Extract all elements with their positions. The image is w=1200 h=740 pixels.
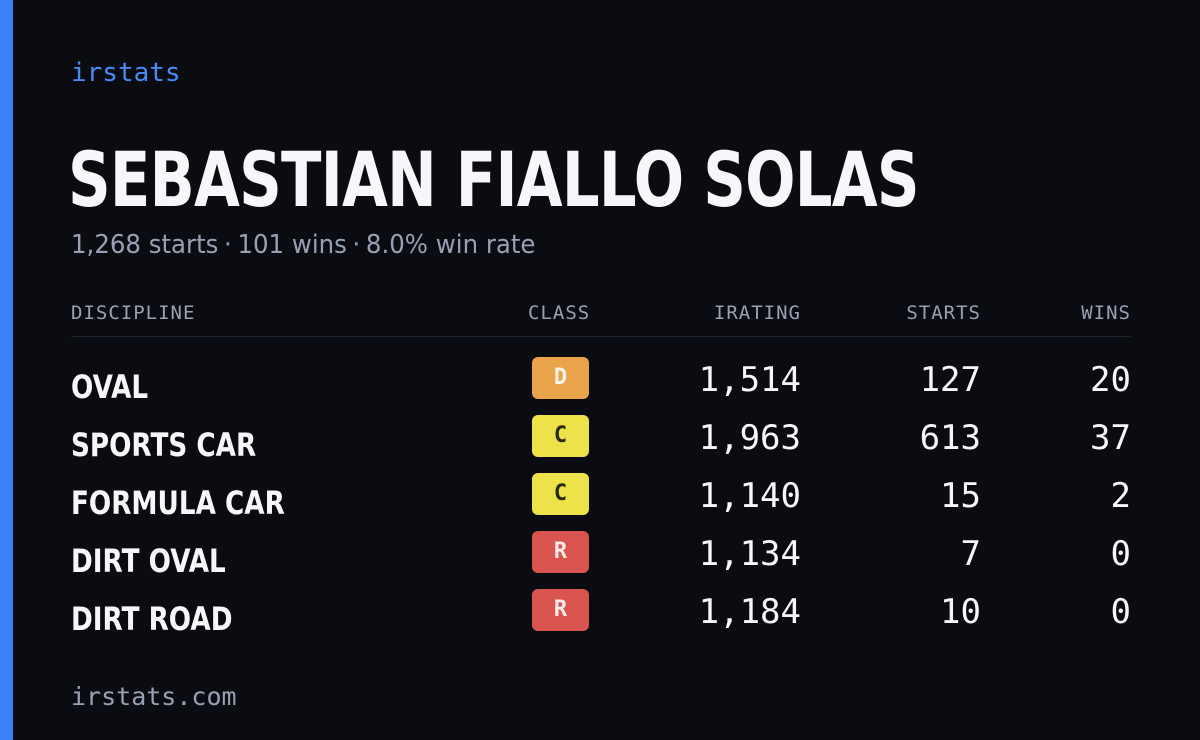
table-row: DIRT ROAD R 1,184 10 0 xyxy=(71,589,1131,647)
discipline-name: OVAL xyxy=(71,368,149,406)
summary-separator: · xyxy=(352,230,361,260)
table-row: OVAL D 1,514 127 20 xyxy=(71,357,1131,415)
driver-name: SEBASTIAN FIALLO SOLAS xyxy=(68,135,920,224)
header-discipline: DISCIPLINE xyxy=(71,302,196,324)
driver-summary: 1,268 starts · 101 wins · 8.0% win rate xyxy=(71,228,535,262)
starts-value: 10 xyxy=(940,592,981,632)
summary-win-rate: 8.0% win rate xyxy=(365,230,536,260)
starts-value: 127 xyxy=(919,360,981,400)
discipline-name: SPORTS CAR xyxy=(71,426,257,464)
table-row: FORMULA CAR C 1,140 15 2 xyxy=(71,473,1131,531)
brand-logo-text: irstats xyxy=(71,58,181,88)
summary-separator: · xyxy=(224,230,232,260)
starts-value: 7 xyxy=(960,534,981,574)
table-body: OVAL D 1,514 127 20 SPORTS CAR C 1,963 6… xyxy=(71,357,1131,647)
summary-starts: 1,268 starts xyxy=(71,230,219,260)
license-class-badge: R xyxy=(532,589,589,631)
wins-value: 2 xyxy=(1110,476,1131,516)
discipline-name: DIRT ROAD xyxy=(71,600,233,638)
license-class-badge: C xyxy=(532,415,589,457)
header-starts: STARTS xyxy=(906,302,981,324)
footer-site-url: irstats.com xyxy=(71,682,237,711)
table-row: DIRT OVAL R 1,134 7 0 xyxy=(71,531,1131,589)
table-header: DISCIPLINE CLASS IRATING STARTS WINS xyxy=(71,296,1131,337)
starts-value: 613 xyxy=(919,418,981,458)
wins-value: 0 xyxy=(1110,592,1131,632)
accent-bar xyxy=(0,0,13,740)
irating-value: 1,184 xyxy=(698,592,801,632)
header-irating: IRATING xyxy=(713,302,801,324)
license-class-badge: R xyxy=(532,531,589,573)
irating-value: 1,963 xyxy=(698,418,801,458)
wins-value: 0 xyxy=(1110,534,1131,574)
wins-value: 20 xyxy=(1090,360,1131,400)
irating-value: 1,134 xyxy=(698,534,801,574)
discipline-stats-table: DISCIPLINE CLASS IRATING STARTS WINS OVA… xyxy=(71,296,1131,647)
license-class-badge: C xyxy=(532,473,589,515)
header-wins: WINS xyxy=(1081,302,1131,324)
irating-value: 1,140 xyxy=(698,476,801,516)
discipline-name: FORMULA CAR xyxy=(71,484,285,522)
license-class-badge: D xyxy=(532,357,589,399)
table-row: SPORTS CAR C 1,963 613 37 xyxy=(71,415,1131,473)
summary-wins: 101 wins xyxy=(237,230,347,260)
header-class: CLASS xyxy=(528,302,591,324)
discipline-name: DIRT OVAL xyxy=(71,542,226,580)
wins-value: 37 xyxy=(1090,418,1131,458)
starts-value: 15 xyxy=(940,476,981,516)
irating-value: 1,514 xyxy=(698,360,801,400)
